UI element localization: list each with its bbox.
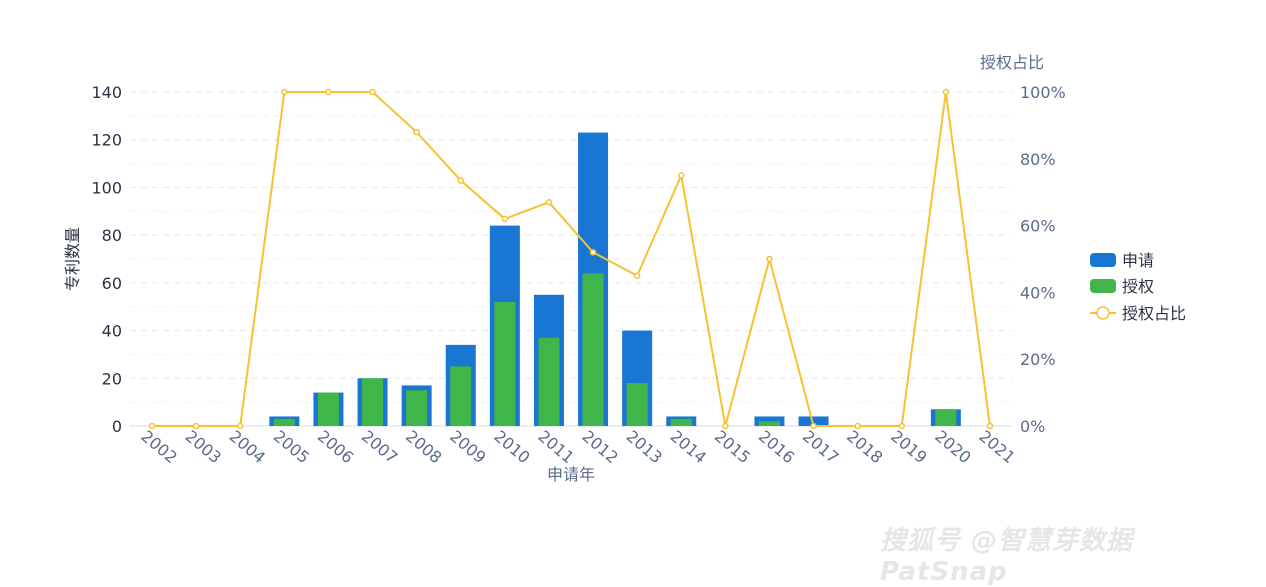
bar-apply (798, 416, 829, 426)
legend-apply-label: 申请 (1122, 251, 1154, 270)
legend-ratio-label: 授权占比 (1122, 304, 1186, 323)
x-tick-label: 2003 (182, 427, 225, 468)
x-tick-label: 2006 (314, 427, 357, 468)
x-tick-label: 2005 (270, 427, 313, 468)
x-tick-label: 2013 (623, 427, 666, 468)
y-tick-label: 120 (91, 131, 122, 150)
ratio-point (678, 172, 685, 179)
x-tick-label: 2002 (137, 427, 180, 468)
y2-tick-label: 100% (1020, 83, 1066, 102)
x-tick-label: 2008 (402, 427, 445, 468)
bar-grant (273, 418, 295, 426)
bar-grant (582, 273, 604, 426)
ratio-point (589, 249, 597, 256)
legend-grant-swatch (1090, 279, 1116, 293)
bar-grant (362, 378, 384, 426)
x-tick-label: 2018 (843, 427, 886, 468)
x-tick-label: 2010 (490, 427, 533, 468)
x-tick-label: 2015 (711, 427, 754, 468)
x-tick-label: 2019 (887, 427, 930, 468)
ratio-point (545, 198, 553, 206)
bar-grant (935, 409, 957, 426)
bar-grant (626, 383, 648, 426)
ratio-point (237, 422, 244, 430)
x-tick-label: 2016 (755, 427, 798, 468)
x-tick-label: 2012 (578, 427, 621, 468)
legend-apply-swatch (1090, 253, 1116, 267)
y2-tick-label: 0% (1020, 417, 1045, 436)
y-tick-label: 100 (91, 178, 122, 197)
y2-tick-label: 40% (1020, 283, 1056, 302)
y-tick-label: 140 (91, 83, 122, 102)
legend-grant-label: 授权 (1122, 277, 1154, 296)
bar-grant (317, 392, 339, 426)
ratio-point (325, 88, 332, 96)
x-tick-label: 2007 (358, 427, 401, 468)
y-tick-label: 40 (102, 322, 122, 341)
x-tick-label: 2020 (931, 427, 974, 468)
ratio-point (633, 272, 641, 279)
bar-grant (406, 390, 428, 426)
y2-tick-label: 80% (1020, 150, 1056, 169)
ratio-point (501, 215, 509, 223)
ratio-point (148, 422, 156, 430)
x-tick-label: 2011 (534, 427, 577, 468)
patent-chart: 0 20 40 60 80 100 120 140 0% 20% 40% 60% 80% 100% 专利数量… (63, 53, 1186, 484)
x-tick-label: 2017 (799, 427, 842, 468)
x-tick-label: 2004 (226, 427, 269, 468)
ratio-point (722, 422, 729, 430)
y2-tick-label: 20% (1020, 350, 1056, 369)
x-tick-label: 2021 (975, 427, 1018, 468)
ratio-point (281, 88, 288, 96)
y-tick-label: 60 (102, 274, 122, 293)
ratio-point (898, 422, 905, 430)
y-axis-title: 专利数量 (63, 227, 82, 291)
y2-tick-label: 60% (1020, 217, 1056, 236)
ratio-point (766, 255, 773, 263)
ratio-line (152, 91, 991, 427)
ratio-point (986, 422, 994, 430)
y-tick-label: 0 (112, 417, 122, 436)
x-tick-label: 2009 (446, 427, 489, 468)
bar-grant (494, 301, 516, 426)
bar-grant (450, 366, 472, 426)
ratio-point (413, 128, 420, 136)
ratio-point (942, 88, 950, 96)
bar-grant (538, 337, 560, 426)
y-tick-label: 20 (102, 369, 122, 388)
ratio-point (457, 177, 464, 184)
legend-ratio-swatch-marker (1096, 306, 1110, 320)
x-tick-label: 2014 (667, 427, 710, 468)
y-tick-label: 80 (102, 226, 122, 245)
ratio-point (810, 422, 817, 430)
ratio-point (369, 88, 376, 96)
watermark: 搜狐号 @智慧芽数据 PatSnap (880, 526, 1134, 587)
bar-grant (670, 418, 692, 426)
ratio-point (192, 422, 200, 430)
bar-grant (758, 421, 780, 426)
y2-axis-title: 授权占比 (980, 53, 1044, 72)
ratio-point (854, 422, 861, 430)
x-axis-title: 申请年 (547, 465, 595, 484)
